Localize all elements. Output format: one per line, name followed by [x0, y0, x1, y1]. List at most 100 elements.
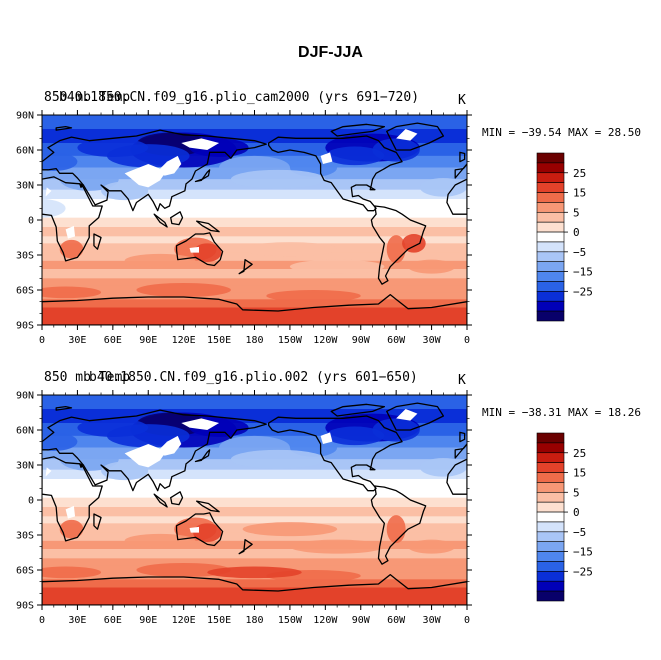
colorbar-box	[536, 452, 565, 463]
colorbar-bottom: 25 15 5 0 −5 −15 −25	[536, 432, 593, 602]
temp-band	[42, 549, 467, 559]
coastline-japan	[194, 449, 211, 463]
coastline-newguinea	[196, 220, 220, 233]
coastline-madagascar	[93, 233, 102, 250]
colorbar-box	[536, 310, 565, 322]
temp-contour	[59, 239, 84, 259]
colorbar-box	[536, 241, 565, 253]
masked-region	[155, 155, 182, 176]
temp-contour	[242, 242, 338, 257]
temp-band	[42, 269, 467, 279]
colorbar-label: 5	[573, 206, 580, 219]
colorbar-box	[536, 432, 565, 444]
x-tick-label: 120W	[313, 615, 338, 626]
temp-band	[42, 208, 467, 219]
temp-band	[42, 469, 467, 480]
temp-band	[42, 558, 467, 566]
colorbar-box	[536, 182, 565, 193]
x-tick-label: 120E	[172, 615, 196, 626]
colorbar-box	[536, 251, 565, 263]
y-tick-label: 30S	[16, 251, 34, 262]
masked-region	[189, 246, 200, 253]
colorbar-box	[536, 462, 565, 473]
colorbar-box	[536, 590, 565, 602]
temp-contour	[136, 563, 231, 577]
x-tick-label: 30W	[423, 615, 442, 626]
coastline-sumatra	[153, 493, 168, 508]
x-tick-label: 180	[245, 615, 263, 626]
colorbar-label: −5	[573, 246, 586, 259]
colorbar-box	[536, 172, 565, 183]
y-tick-label: 90S	[16, 601, 34, 612]
temp-band	[42, 278, 467, 286]
x-tick-label: 60E	[104, 615, 122, 626]
colorbar-box	[536, 531, 565, 543]
y-tick-label: 60S	[16, 286, 34, 297]
y-tick-label: 0	[28, 496, 34, 507]
coastline-antarctica	[42, 294, 467, 325]
colorbar-box	[536, 482, 565, 493]
temp-band	[42, 260, 467, 270]
temp-contour	[59, 167, 119, 191]
colorbar-box	[536, 261, 565, 272]
temp-contour	[77, 418, 149, 437]
temp-contour	[289, 259, 385, 274]
temp-contour	[42, 152, 78, 171]
colorbar-label: 25	[573, 447, 586, 460]
temp-contour	[136, 283, 231, 297]
coastline-samerica	[370, 485, 427, 565]
x-tick-label: 90E	[139, 335, 157, 346]
temp-contour	[193, 243, 222, 262]
colorbar-box	[536, 300, 565, 312]
colorbar-box	[536, 281, 565, 292]
coastline-borneo	[170, 491, 184, 506]
colorbar-top: 25 15 5 0 −5 −15 −25	[536, 152, 593, 322]
panel-stats-top: MIN = −39.54 MAX = 28.50	[482, 126, 641, 139]
coastline-nz	[238, 539, 253, 555]
temp-contour	[242, 522, 338, 537]
y-tick-label: 90S	[16, 321, 34, 332]
colorbar-box	[536, 472, 565, 483]
x-tick-label: 150W	[278, 335, 303, 346]
coastline-india_sea	[79, 463, 84, 468]
colorbar-box	[536, 162, 565, 174]
masked-region	[65, 505, 76, 519]
coastline-namerica	[268, 135, 403, 212]
colorbar-box	[536, 291, 565, 302]
x-tick-label: 30W	[423, 335, 442, 346]
colorbar-box	[536, 211, 565, 223]
colorbar-box	[536, 501, 565, 513]
temp-band	[42, 479, 467, 489]
temp-band	[42, 488, 467, 499]
temp-contour	[59, 519, 84, 539]
coastline-europe_africa	[454, 163, 467, 179]
y-tick-label: 90N	[16, 111, 34, 122]
panel-stats-bottom: MIN = −38.31 MAX = 18.26	[482, 406, 641, 419]
x-tick-label: 120E	[172, 335, 196, 346]
axis-ticks-top: 0 30E 60E 90E 120E 150E 180 150W 120W 90W 60W 30W 09…	[16, 110, 472, 346]
masked-region	[396, 129, 418, 141]
coastline-madagascar	[93, 513, 102, 530]
y-tick-label: 90N	[16, 391, 34, 402]
temp-band	[42, 217, 467, 228]
temp-contour	[266, 290, 361, 302]
y-tick-label: 30N	[16, 461, 34, 472]
colorbar-box	[536, 192, 565, 203]
coastline-borneo	[170, 211, 184, 226]
colorbar-label: −5	[573, 526, 586, 539]
x-tick-label: 60W	[387, 615, 406, 626]
masked-region	[65, 225, 76, 239]
temp-band	[42, 516, 467, 524]
temp-band	[42, 579, 467, 588]
y-tick-label: 60N	[16, 426, 34, 437]
temp-band	[42, 497, 467, 508]
temp-band	[42, 227, 467, 237]
temp-contour	[193, 523, 222, 543]
axis-ticks-bottom: 0 30E 60E 90E 120E 150E 180 150W 120W 90W 60W 30W 09…	[16, 390, 472, 626]
coastline-arcticisl1	[330, 123, 386, 137]
colorbar-label: 5	[573, 486, 580, 499]
colorbar-box	[536, 231, 565, 243]
coastline-eurasia	[42, 129, 267, 212]
x-tick-label: 60E	[104, 335, 122, 346]
temp-band	[42, 395, 467, 410]
